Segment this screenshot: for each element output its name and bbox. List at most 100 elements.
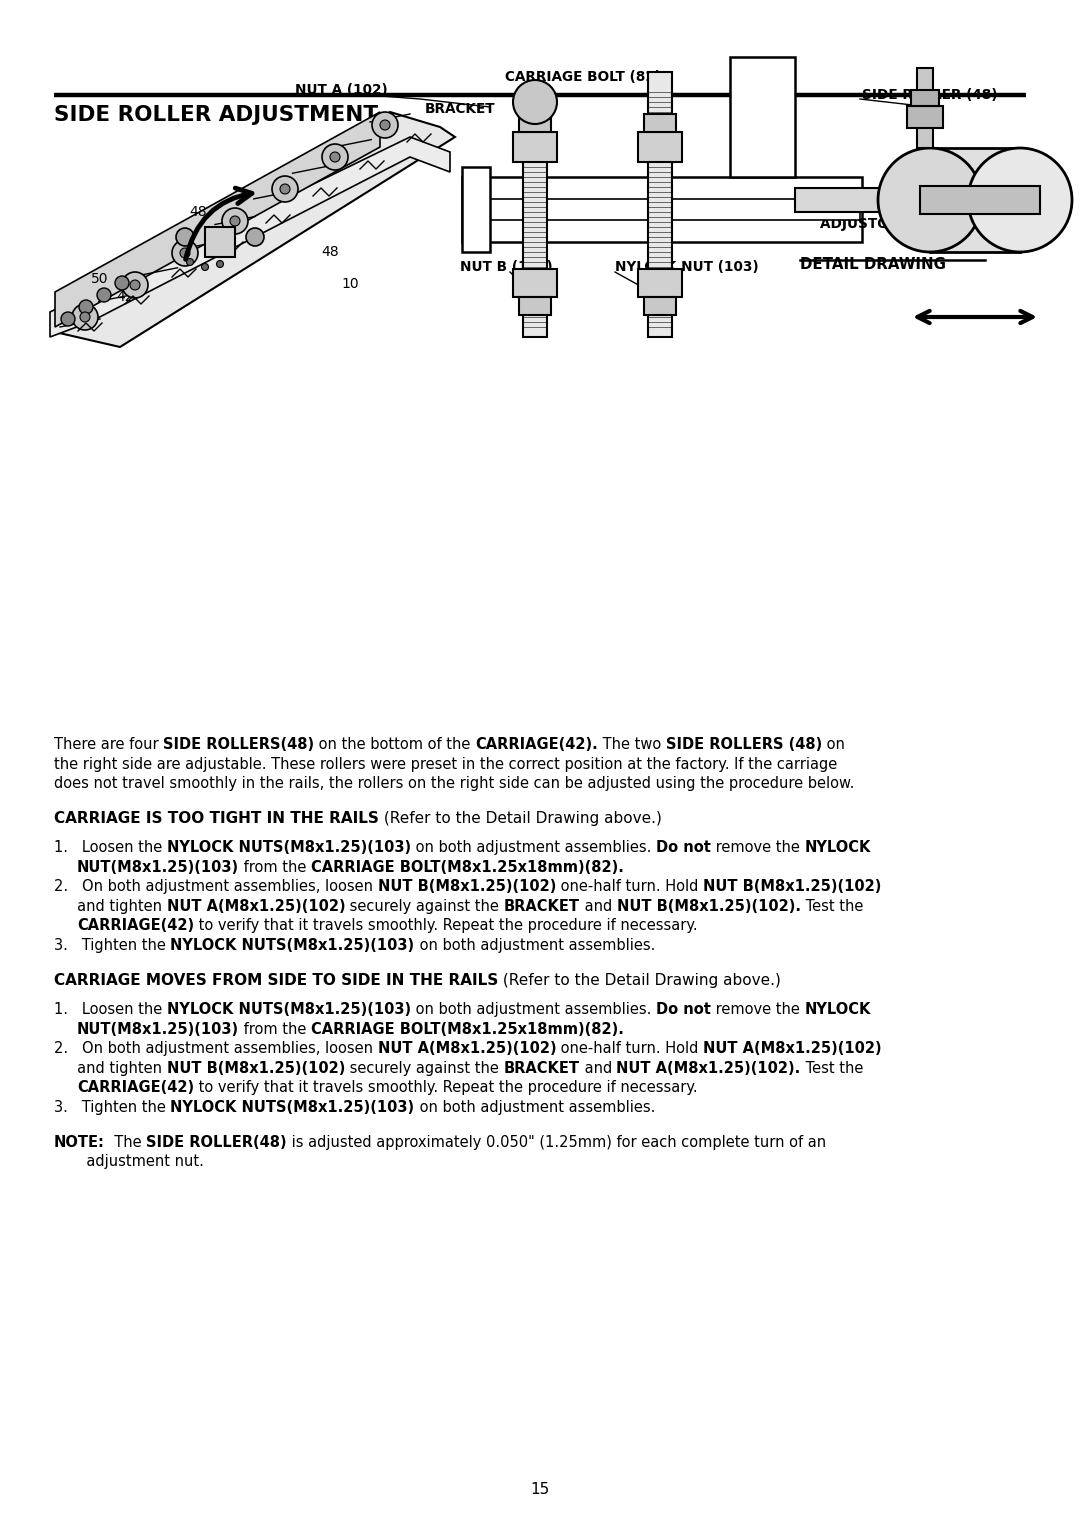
Text: 48: 48 <box>189 205 206 218</box>
Text: CARRIAGE BOLT (82): CARRIAGE BOLT (82) <box>505 70 661 84</box>
Text: on both adjustment assemblies.: on both adjustment assemblies. <box>415 938 654 953</box>
Text: NYLOCK NUTS(M8x1.25)(103): NYLOCK NUTS(M8x1.25)(103) <box>171 938 415 953</box>
Bar <box>638 131 681 162</box>
Text: NUT(M8x1.25)(103): NUT(M8x1.25)(103) <box>77 1022 240 1037</box>
Text: NUT B (102): NUT B (102) <box>460 260 553 273</box>
Text: on both adjustment assemblies.: on both adjustment assemblies. <box>415 1099 654 1115</box>
Text: The two: The two <box>598 738 666 751</box>
Circle shape <box>280 183 291 194</box>
Text: BRACKET: BRACKET <box>426 102 496 116</box>
Circle shape <box>130 279 140 290</box>
Text: NUT B(M8x1.25)(102).: NUT B(M8x1.25)(102). <box>617 899 800 913</box>
Bar <box>519 115 551 131</box>
Circle shape <box>513 79 557 124</box>
Circle shape <box>230 215 240 226</box>
Text: NYLOCK: NYLOCK <box>805 840 870 855</box>
Text: NUT A(M8x1.25)(102): NUT A(M8x1.25)(102) <box>378 1041 556 1057</box>
Circle shape <box>330 153 340 162</box>
Text: BRACKET: BRACKET <box>503 1061 580 1075</box>
Circle shape <box>968 148 1072 252</box>
Text: SIDE ROLLER ADJUSTMENT: SIDE ROLLER ADJUSTMENT <box>54 105 378 125</box>
Text: CARRIAGE(42).: CARRIAGE(42). <box>475 738 598 751</box>
Text: to verify that it travels smoothly. Repeat the procedure if necessary.: to verify that it travels smoothly. Repe… <box>194 918 698 933</box>
Bar <box>930 148 1020 252</box>
Polygon shape <box>55 111 380 327</box>
Bar <box>917 69 933 148</box>
Circle shape <box>122 272 148 298</box>
Text: CARRIAGE(42): CARRIAGE(42) <box>77 1080 194 1095</box>
Text: remove the: remove the <box>711 1002 805 1017</box>
Circle shape <box>187 258 193 266</box>
Text: 3.   Tighten the: 3. Tighten the <box>54 1099 171 1115</box>
Text: SIDE ROLLERS(48): SIDE ROLLERS(48) <box>163 738 314 751</box>
Text: securely against the: securely against the <box>346 899 503 913</box>
Text: to verify that it travels smoothly. Repeat the procedure if necessary.: to verify that it travels smoothly. Repe… <box>194 1080 698 1095</box>
Text: 1.   Loosen the: 1. Loosen the <box>54 840 167 855</box>
Text: There are four: There are four <box>54 738 163 751</box>
Circle shape <box>176 228 194 246</box>
Circle shape <box>372 111 399 137</box>
Circle shape <box>202 264 208 270</box>
Text: Do not: Do not <box>656 1002 711 1017</box>
Text: SIDE ROLLER (48): SIDE ROLLER (48) <box>862 89 998 102</box>
Text: one-half turn. Hold: one-half turn. Hold <box>556 1041 703 1057</box>
Text: from the: from the <box>240 1022 311 1037</box>
Text: The: The <box>105 1135 146 1150</box>
Text: SIDE ROLLER(48): SIDE ROLLER(48) <box>146 1135 287 1150</box>
Bar <box>920 186 1040 214</box>
Text: NYLOCK NUT (103): NYLOCK NUT (103) <box>615 260 758 273</box>
Text: NYLOCK NUTS(M8x1.25)(103): NYLOCK NUTS(M8x1.25)(103) <box>171 1099 415 1115</box>
Circle shape <box>97 289 111 302</box>
Text: CARRIAGE BOLT(M8x1.25x18mm)(82).: CARRIAGE BOLT(M8x1.25x18mm)(82). <box>311 860 624 875</box>
Bar <box>205 228 235 257</box>
Text: 50: 50 <box>91 272 109 286</box>
Text: NUT A(M8x1.25)(102): NUT A(M8x1.25)(102) <box>166 899 346 913</box>
Text: Test the: Test the <box>800 1061 863 1075</box>
Text: NUT B(M8x1.25)(102): NUT B(M8x1.25)(102) <box>166 1061 345 1075</box>
Text: (Refer to the Detail Drawing above.): (Refer to the Detail Drawing above.) <box>379 811 662 826</box>
Text: NUT B(M8x1.25)(102): NUT B(M8x1.25)(102) <box>703 880 881 895</box>
Text: NUT(M8x1.25)(103): NUT(M8x1.25)(103) <box>77 860 240 875</box>
Text: SIDE ROLLER: SIDE ROLLER <box>820 200 919 214</box>
Bar <box>513 131 557 162</box>
Circle shape <box>180 247 190 258</box>
Text: one-half turn. Hold: one-half turn. Hold <box>556 880 703 895</box>
Text: NYLOCK NUTS(M8x1.25)(103): NYLOCK NUTS(M8x1.25)(103) <box>167 840 411 855</box>
Circle shape <box>322 144 348 169</box>
Text: adjustment nut.: adjustment nut. <box>54 1154 204 1170</box>
Circle shape <box>222 208 248 234</box>
Bar <box>795 188 935 212</box>
Text: DETAIL DRAWING: DETAIL DRAWING <box>800 257 946 272</box>
Text: NUT A(M8x1.25)(102).: NUT A(M8x1.25)(102). <box>617 1061 800 1075</box>
Text: 48: 48 <box>321 244 339 260</box>
Text: CARRIAGE IS TOO TIGHT IN THE RAILS: CARRIAGE IS TOO TIGHT IN THE RAILS <box>54 811 379 826</box>
Bar <box>462 166 490 252</box>
Text: 3.   Tighten the: 3. Tighten the <box>54 938 171 953</box>
Text: 2.   On both adjustment assemblies, loosen: 2. On both adjustment assemblies, loosen <box>54 880 378 895</box>
Bar <box>644 296 676 315</box>
Text: and tighten: and tighten <box>54 1061 166 1075</box>
Text: the right side are adjustable. These rollers were preset in the correct position: the right side are adjustable. These rol… <box>54 756 837 771</box>
Text: on the bottom of the: on the bottom of the <box>314 738 475 751</box>
Text: CARRIAGE(42): CARRIAGE(42) <box>77 918 194 933</box>
Bar <box>462 177 862 241</box>
Bar <box>464 199 860 220</box>
Text: does not travel smoothly in the rails, the rollers on the right side can be adju: does not travel smoothly in the rails, t… <box>54 776 854 791</box>
Polygon shape <box>50 137 450 337</box>
Text: 2.   On both adjustment assemblies, loosen: 2. On both adjustment assemblies, loosen <box>54 1041 378 1057</box>
Text: BRACKET: BRACKET <box>503 899 580 913</box>
Circle shape <box>380 121 390 130</box>
Bar <box>644 115 676 131</box>
Text: and: and <box>580 1061 617 1075</box>
Bar <box>648 72 672 337</box>
Circle shape <box>878 148 982 252</box>
Text: SIDE ROLLERS (48): SIDE ROLLERS (48) <box>666 738 822 751</box>
Text: on both adjustment assemblies.: on both adjustment assemblies. <box>411 1002 656 1017</box>
Text: NYLOCK NUTS(M8x1.25)(103): NYLOCK NUTS(M8x1.25)(103) <box>167 1002 411 1017</box>
Circle shape <box>216 261 224 267</box>
Text: ADJUSTOR (50): ADJUSTOR (50) <box>820 217 935 231</box>
Text: CARRIAGE BOLT(M8x1.25x18mm)(82).: CARRIAGE BOLT(M8x1.25x18mm)(82). <box>311 1022 624 1037</box>
Text: Test the: Test the <box>800 899 863 913</box>
Text: 42: 42 <box>117 290 134 304</box>
Bar <box>730 56 795 177</box>
